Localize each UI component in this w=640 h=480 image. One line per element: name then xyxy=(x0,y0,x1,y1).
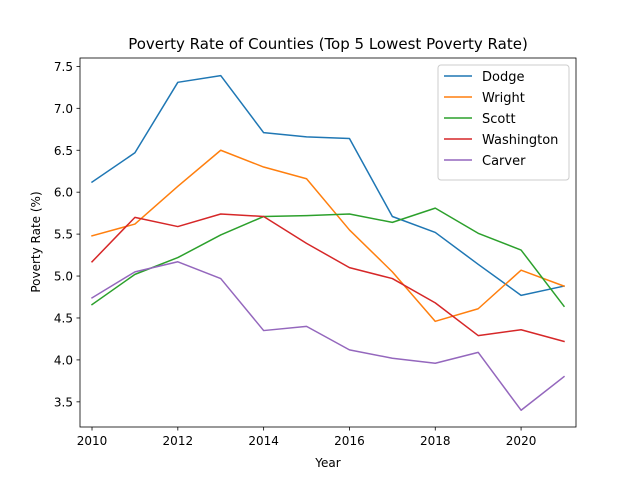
y-tick-label: 6.0 xyxy=(54,186,73,200)
y-tick-label: 7.0 xyxy=(54,102,73,116)
legend-label-dodge: Dodge xyxy=(482,70,524,85)
x-tick-label: 2010 xyxy=(77,434,108,448)
x-tick-label: 2012 xyxy=(163,434,194,448)
x-tick-label: 2014 xyxy=(248,434,279,448)
y-tick-label: 6.5 xyxy=(54,144,73,158)
x-axis-label: Year xyxy=(314,456,340,470)
y-tick-label: 4.0 xyxy=(54,353,73,367)
legend-label-washington: Washington xyxy=(482,133,558,148)
legend-label-carver: Carver xyxy=(482,154,526,169)
series-line-dodge xyxy=(90,74,565,297)
chart-title: Poverty Rate of Counties (Top 5 Lowest P… xyxy=(128,35,528,53)
series-line-washington xyxy=(90,213,565,343)
x-tick-label: 2016 xyxy=(334,434,365,448)
series-line-wright xyxy=(91,149,565,323)
y-tick-label: 4.5 xyxy=(54,311,73,325)
legend: Dodge Wright Scott Washington Carver xyxy=(437,64,570,181)
y-tick-label: 5.0 xyxy=(54,270,73,284)
legend-label-wright: Wright xyxy=(482,91,525,106)
legend-label-scott: Scott xyxy=(482,112,516,127)
y-tick-label: 3.5 xyxy=(54,395,73,409)
series-line-carver xyxy=(90,261,566,411)
x-tick-label: 2020 xyxy=(506,434,537,448)
y-axis-label: Poverty Rate (%) xyxy=(29,191,43,292)
x-tick-label: 2018 xyxy=(420,434,451,448)
y-tick-label: 5.5 xyxy=(54,228,73,242)
series-line-scott xyxy=(90,207,566,308)
plot-area: 2010 2012 2014 2016 2018 2020 3.5 4.0 4.5 5.0 5.5 6… xyxy=(54,57,577,448)
y-tick-label: 7.5 xyxy=(54,60,73,74)
legend-box xyxy=(437,64,570,181)
axes-frame xyxy=(79,57,577,428)
